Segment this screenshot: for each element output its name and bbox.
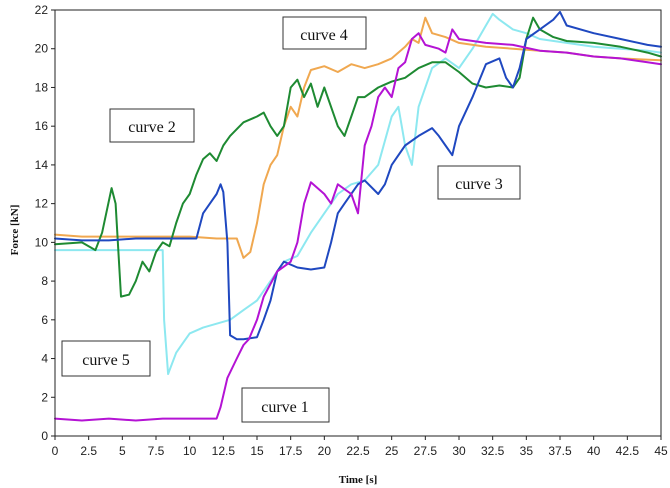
y-tick-label: 18	[35, 80, 49, 94]
callout-curve-1-label: curve 1	[261, 399, 309, 416]
x-tick-label: 15	[250, 444, 264, 458]
y-tick-label: 20	[35, 42, 49, 56]
x-tick-label: 2.5	[80, 444, 97, 458]
plot-area-frame	[54, 9, 662, 437]
series-line-curve-1	[54, 28, 662, 422]
y-tick-label: 6	[41, 313, 48, 327]
x-tick-label: 12.5	[212, 444, 236, 458]
callout-curve-5-label: curve 5	[82, 352, 130, 369]
x-axis-ticks: 0 2.5 5 7.5 10 12.5 15 17.5 20 22.5 25 27.5 30 32.5 35…	[52, 436, 668, 458]
y-tick-label: 4	[41, 352, 48, 366]
x-tick-label: 10	[183, 444, 197, 458]
x-tick-label: 7.5	[148, 444, 165, 458]
y-tick-label: 10	[35, 235, 49, 249]
y-tick-label: 16	[35, 119, 49, 133]
callout-curve-3-label: curve 3	[455, 176, 503, 193]
x-tick-label: 27.5	[414, 444, 438, 458]
series-line-curve-4	[54, 16, 662, 259]
y-tick-label: 14	[35, 158, 49, 172]
callout-curve-3: curve 3	[437, 165, 521, 200]
x-tick-label: 42.5	[616, 444, 640, 458]
series-line-curve-5	[54, 12, 662, 375]
callout-curve-1: curve 1	[241, 387, 330, 423]
x-axis-title: Time [s]	[339, 474, 378, 486]
callout-curve-4-label: curve 4	[300, 27, 348, 44]
y-tick-label: 22	[35, 3, 49, 17]
series-layer	[54, 10, 662, 422]
y-tick-label: 2	[41, 390, 48, 404]
x-tick-label: 32.5	[481, 444, 505, 458]
x-tick-label: 45	[654, 444, 668, 458]
series-line-curve-3	[54, 10, 662, 341]
x-tick-label: 20	[318, 444, 332, 458]
y-tick-label: 12	[35, 197, 49, 211]
x-tick-label: 0	[52, 444, 59, 458]
x-tick-label: 17.5	[279, 444, 303, 458]
x-tick-label: 40	[587, 444, 601, 458]
callout-curve-5: curve 5	[61, 340, 151, 377]
callout-curve-2-label: curve 2	[128, 119, 176, 136]
y-tick-label: 0	[41, 429, 48, 443]
x-tick-label: 25	[385, 444, 399, 458]
series-line-curve-2	[54, 16, 662, 298]
callout-curve-4: curve 4	[282, 16, 367, 50]
x-tick-label: 30	[452, 444, 466, 458]
y-axis-title: Force [kN]	[9, 205, 21, 256]
y-tick-label: 8	[41, 274, 48, 288]
x-tick-label: 5	[119, 444, 126, 458]
x-tick-label: 22.5	[346, 444, 370, 458]
callout-curve-2: curve 2	[109, 108, 195, 143]
x-tick-label: 35	[520, 444, 534, 458]
x-tick-label: 37.5	[548, 444, 572, 458]
y-axis-ticks: 0 2 4 6 8 10 12 14 16 18 20 22	[35, 3, 55, 443]
